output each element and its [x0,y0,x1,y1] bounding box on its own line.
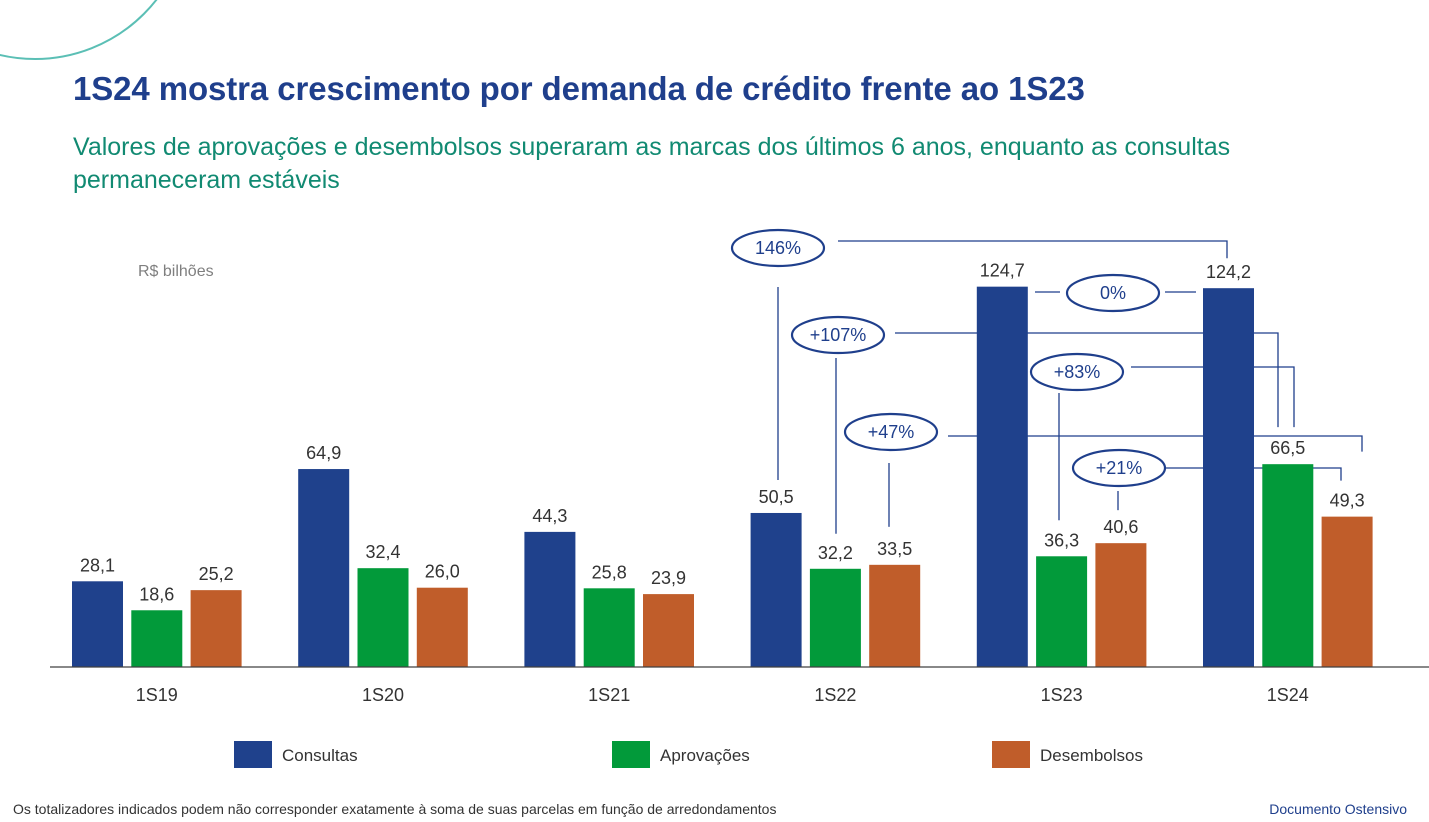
bar-consultas-1s23 [976,286,1028,667]
legend-swatch [234,741,272,768]
bar-desembolsos-1s22 [869,564,921,667]
category-label: 1S23 [1041,685,1083,705]
legend-item-desembolsos: Desembolsos [992,741,1143,768]
document-classification: Documento Ostensivo [1269,801,1407,817]
value-label: 50,5 [759,487,794,507]
legend-item-consultas: Consultas [234,741,358,768]
badge-label: +47% [868,422,915,442]
badge-label: 146% [755,238,801,258]
growth-badge: 0% [1065,273,1161,313]
value-label: 40,6 [1103,517,1138,537]
legend-swatch [992,741,1030,768]
value-label: 32,4 [365,542,400,562]
bar-desembolsos-1s20 [416,587,468,667]
value-labels: 28,1 64,9 44,3 50,5 124,7 124,2 18,6 32,4 25,8 32… [80,261,1365,605]
value-label: 25,8 [592,562,627,582]
legend-item-aprovações: Aprovações [612,741,750,768]
value-label: 26,0 [425,562,460,582]
category-label: 1S20 [362,685,404,705]
annotation-badges: 146% 0% +107% +83% +47% +21% [730,228,1167,488]
connector-line [948,435,1363,452]
category-label: 1S21 [588,685,630,705]
bar-consultas-1s24 [1203,288,1254,667]
legend-swatch [612,741,650,768]
badge-label: +107% [810,325,867,345]
bar-desembolsos-1s19 [190,590,242,667]
badge-ellipse [790,315,886,355]
bar-aprovações-1s21 [583,588,635,667]
legend-label: Consultas [282,746,358,765]
badge-ellipse [1065,273,1161,313]
category-label: 1S24 [1267,685,1309,705]
value-label: 28,1 [80,555,115,575]
badge-ellipse [843,412,939,452]
bar-consultas-1s20 [298,469,350,667]
badge-label: +83% [1054,362,1101,382]
badge-ellipse [1071,448,1167,488]
bar-desembolsos-1s24 [1321,516,1373,667]
value-label: 33,5 [877,539,912,559]
connector-line [838,240,1228,259]
value-label: 49,3 [1330,491,1365,511]
growth-badge: +47% [843,412,939,452]
value-label: 32,2 [818,543,853,563]
bar-consultas-1s21 [524,531,576,667]
bar-aprovações-1s22 [809,568,861,667]
bar-aprovações-1s24 [1262,464,1314,667]
connector-line [1131,366,1295,428]
growth-badge: +21% [1071,448,1167,488]
growth-badge: 146% [730,228,826,268]
badge-ellipse [730,228,826,268]
value-label: 66,5 [1270,438,1305,458]
bars [72,286,1373,667]
bar-aprovações-1s20 [357,568,409,667]
bar-desembolsos-1s21 [643,594,694,667]
bar-aprovações-1s19 [131,610,183,667]
value-label: 124,7 [980,261,1025,281]
badge-label: 0% [1100,283,1126,303]
value-label: 36,3 [1044,530,1079,550]
bar-aprovações-1s23 [1036,556,1088,667]
bar-desembolsos-1s23 [1095,543,1147,667]
bar-consultas-1s19 [72,581,123,667]
category-label: 1S19 [136,685,178,705]
legend-label: Aprovações [660,746,750,765]
value-label: 25,2 [199,564,234,584]
badge-ellipse [1029,352,1125,392]
value-label: 124,2 [1206,262,1251,282]
value-label: 23,9 [651,568,686,588]
category-label: 1S22 [814,685,856,705]
growth-badge: +83% [1029,352,1125,392]
bar-consultas-1s22 [750,512,802,667]
value-label: 64,9 [306,443,341,463]
badge-label: +21% [1096,458,1143,478]
footnote: Os totalizadores indicados podem não cor… [13,801,777,817]
legend: Consultas Aprovações Desembolsos [234,741,1143,768]
page-title: 1S24 mostra crescimento por demanda de c… [73,70,1085,107]
growth-badge: +107% [790,315,886,355]
unit-label: R$ bilhões [138,263,214,280]
value-label: 44,3 [532,506,567,526]
category-labels: 1S19 1S20 1S21 1S22 1S23 1S24 [136,685,1309,705]
legend-label: Desembolsos [1040,746,1143,765]
value-label: 18,6 [139,584,174,604]
page-subtitle: Valores de aprovações e desembolsos supe… [73,133,1231,194]
